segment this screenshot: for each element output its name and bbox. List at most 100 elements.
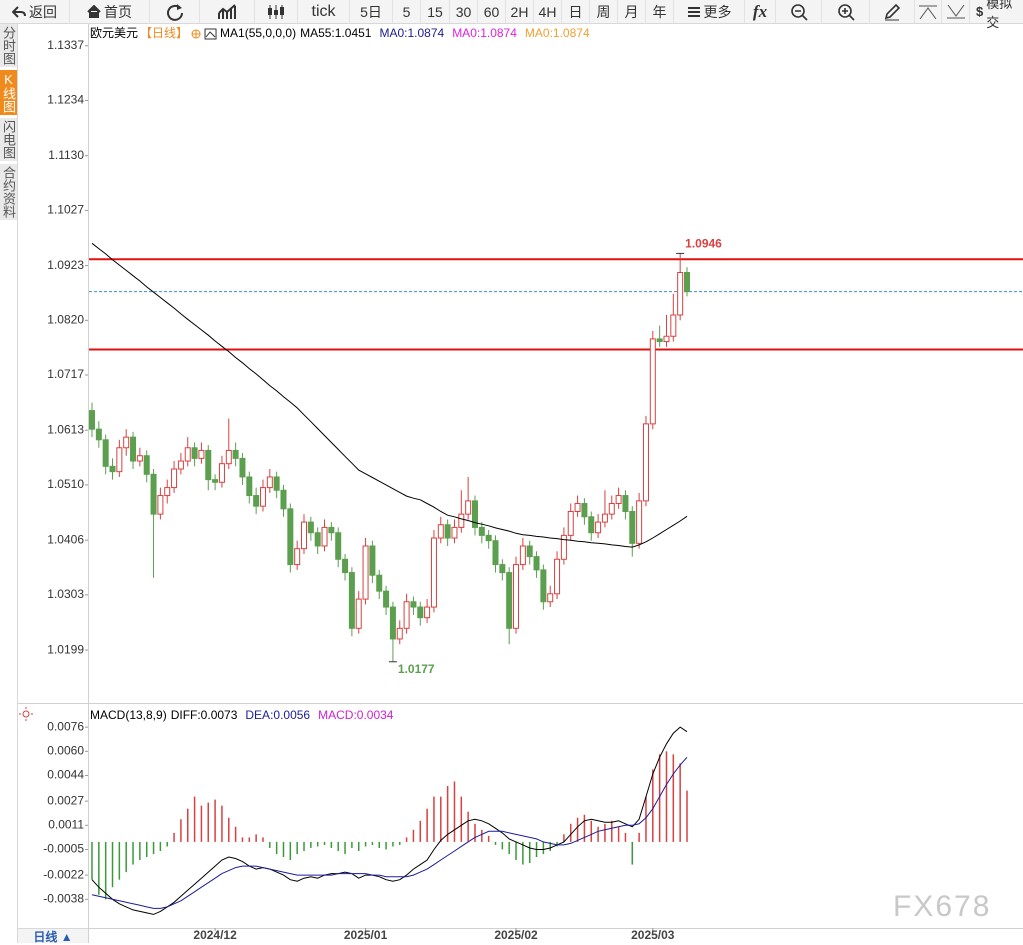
period-label: 【日线】 [140,26,188,40]
indicator-icon[interactable] [19,707,33,721]
settings-icon-cross [192,30,201,38]
y-tick-label: 1.0820 [47,312,84,326]
candle-body [499,564,506,574]
period-60m[interactable]: 60 [478,0,506,23]
tab-timeshare[interactable]: 分时图 [0,24,17,67]
candle-body [143,455,150,475]
candle-body [355,598,362,629]
macd-line [91,726,688,915]
ma-legend: MA0:1.0874 [452,26,517,40]
y-tick-label: 1.0613 [47,422,84,436]
candle-body [246,476,253,497]
period-year[interactable]: 年 [646,0,674,23]
candle-body [95,428,102,441]
demo-label: 模拟交 [986,0,1013,30]
y-tick-label: 1.1337 [47,38,84,52]
candle-body [225,449,232,465]
period-5d[interactable]: 5日 [350,0,393,23]
period-2h[interactable]: 2H [506,0,534,23]
candle-body [280,489,287,510]
formula-button[interactable]: fx [745,0,776,23]
y-tick-label: 1.0510 [47,477,84,491]
y-tick-label: -0.0005 [43,842,84,856]
zoom-out-button[interactable] [776,0,822,23]
candle-button[interactable] [255,0,298,23]
candle-body [581,503,588,518]
candle-body [287,508,294,566]
menu-icon [687,6,700,17]
indicator-label: MACD(13,8,9) [90,708,167,722]
candle-body [369,545,376,576]
candle-body [396,627,403,640]
x-tick-label: 2025/03 [631,928,675,942]
candle-body [198,449,205,459]
home-label: 首页 [104,3,132,20]
period-5m[interactable]: 5 [393,0,421,23]
period-30m[interactable]: 30 [450,0,478,23]
period-week[interactable]: 周 [590,0,618,23]
candle-body [622,495,629,512]
candle-body [615,495,622,505]
tab-flash[interactable]: 闪电图 [0,118,17,161]
series-legend: DIFF:0.0073 [171,708,238,722]
period-month[interactable]: 月 [618,0,646,23]
candle-body [177,460,184,470]
candle-body [307,521,314,534]
dollar-icon: $ [976,4,984,19]
y-tick-label: 0.0076 [47,719,84,733]
series-legend: DEA:0.0056 [245,708,310,722]
candle-body [547,593,554,603]
shape-down-button[interactable] [942,0,970,23]
draw-button[interactable] [870,0,915,23]
zoom-in-button[interactable] [822,0,870,23]
candle-body [636,500,643,544]
shape-up-button[interactable] [915,0,942,23]
candle-body [109,465,116,473]
candle-body [273,476,280,491]
candle-body [335,532,342,560]
period-15m[interactable]: 15 [421,0,450,23]
candle-body [266,476,273,489]
period-4h[interactable]: 4H [534,0,562,23]
candle-body [212,479,219,483]
back-button[interactable]: 返回 [0,0,70,23]
toolbar: 返回 首页 tick 5日 5 15 30 60 2H 4H 日 周 月 年 更… [0,0,1023,30]
candle-body [601,513,608,523]
candle-body [684,272,690,293]
period-button[interactable]: 日线 ▲ [18,928,88,944]
high-label: 1.0946 [685,237,722,251]
period-day[interactable]: 日 [562,0,590,23]
home-button[interactable]: 首页 [70,0,150,23]
candle-body [519,545,526,566]
candle-body [663,335,670,343]
candle-body [171,468,178,489]
demo-button[interactable]: $ 模拟交 [970,0,1023,30]
candle-body [150,473,157,515]
candle-body [430,537,437,608]
indicator-button[interactable] [200,0,255,23]
macd-line [91,756,688,909]
candle-body [444,524,451,539]
y-tick-label: 0.0027 [47,793,84,807]
period-tick[interactable]: tick [298,0,350,23]
candle-body [259,487,266,507]
y-tick-label: 1.0303 [47,587,84,601]
candle-body [540,569,547,603]
more-button[interactable]: 更多 [674,0,745,23]
candle-body [595,521,602,534]
candle-body [116,447,123,473]
candle-body [642,423,649,502]
tab-contract[interactable]: 合约资料 [0,164,17,220]
candle-body [526,545,533,558]
candle-body [184,447,191,462]
sidebar: 分时图 K线图 闪电图 合约资料 [0,24,18,943]
refresh-button[interactable] [150,0,200,23]
tab-kline[interactable]: K线图 [0,70,17,115]
candle-body [513,564,520,629]
back-icon [12,5,26,18]
candle-body [506,572,513,629]
candle-body [574,503,581,512]
candle-body [485,534,492,542]
y-tick-label: -0.0038 [43,891,84,905]
